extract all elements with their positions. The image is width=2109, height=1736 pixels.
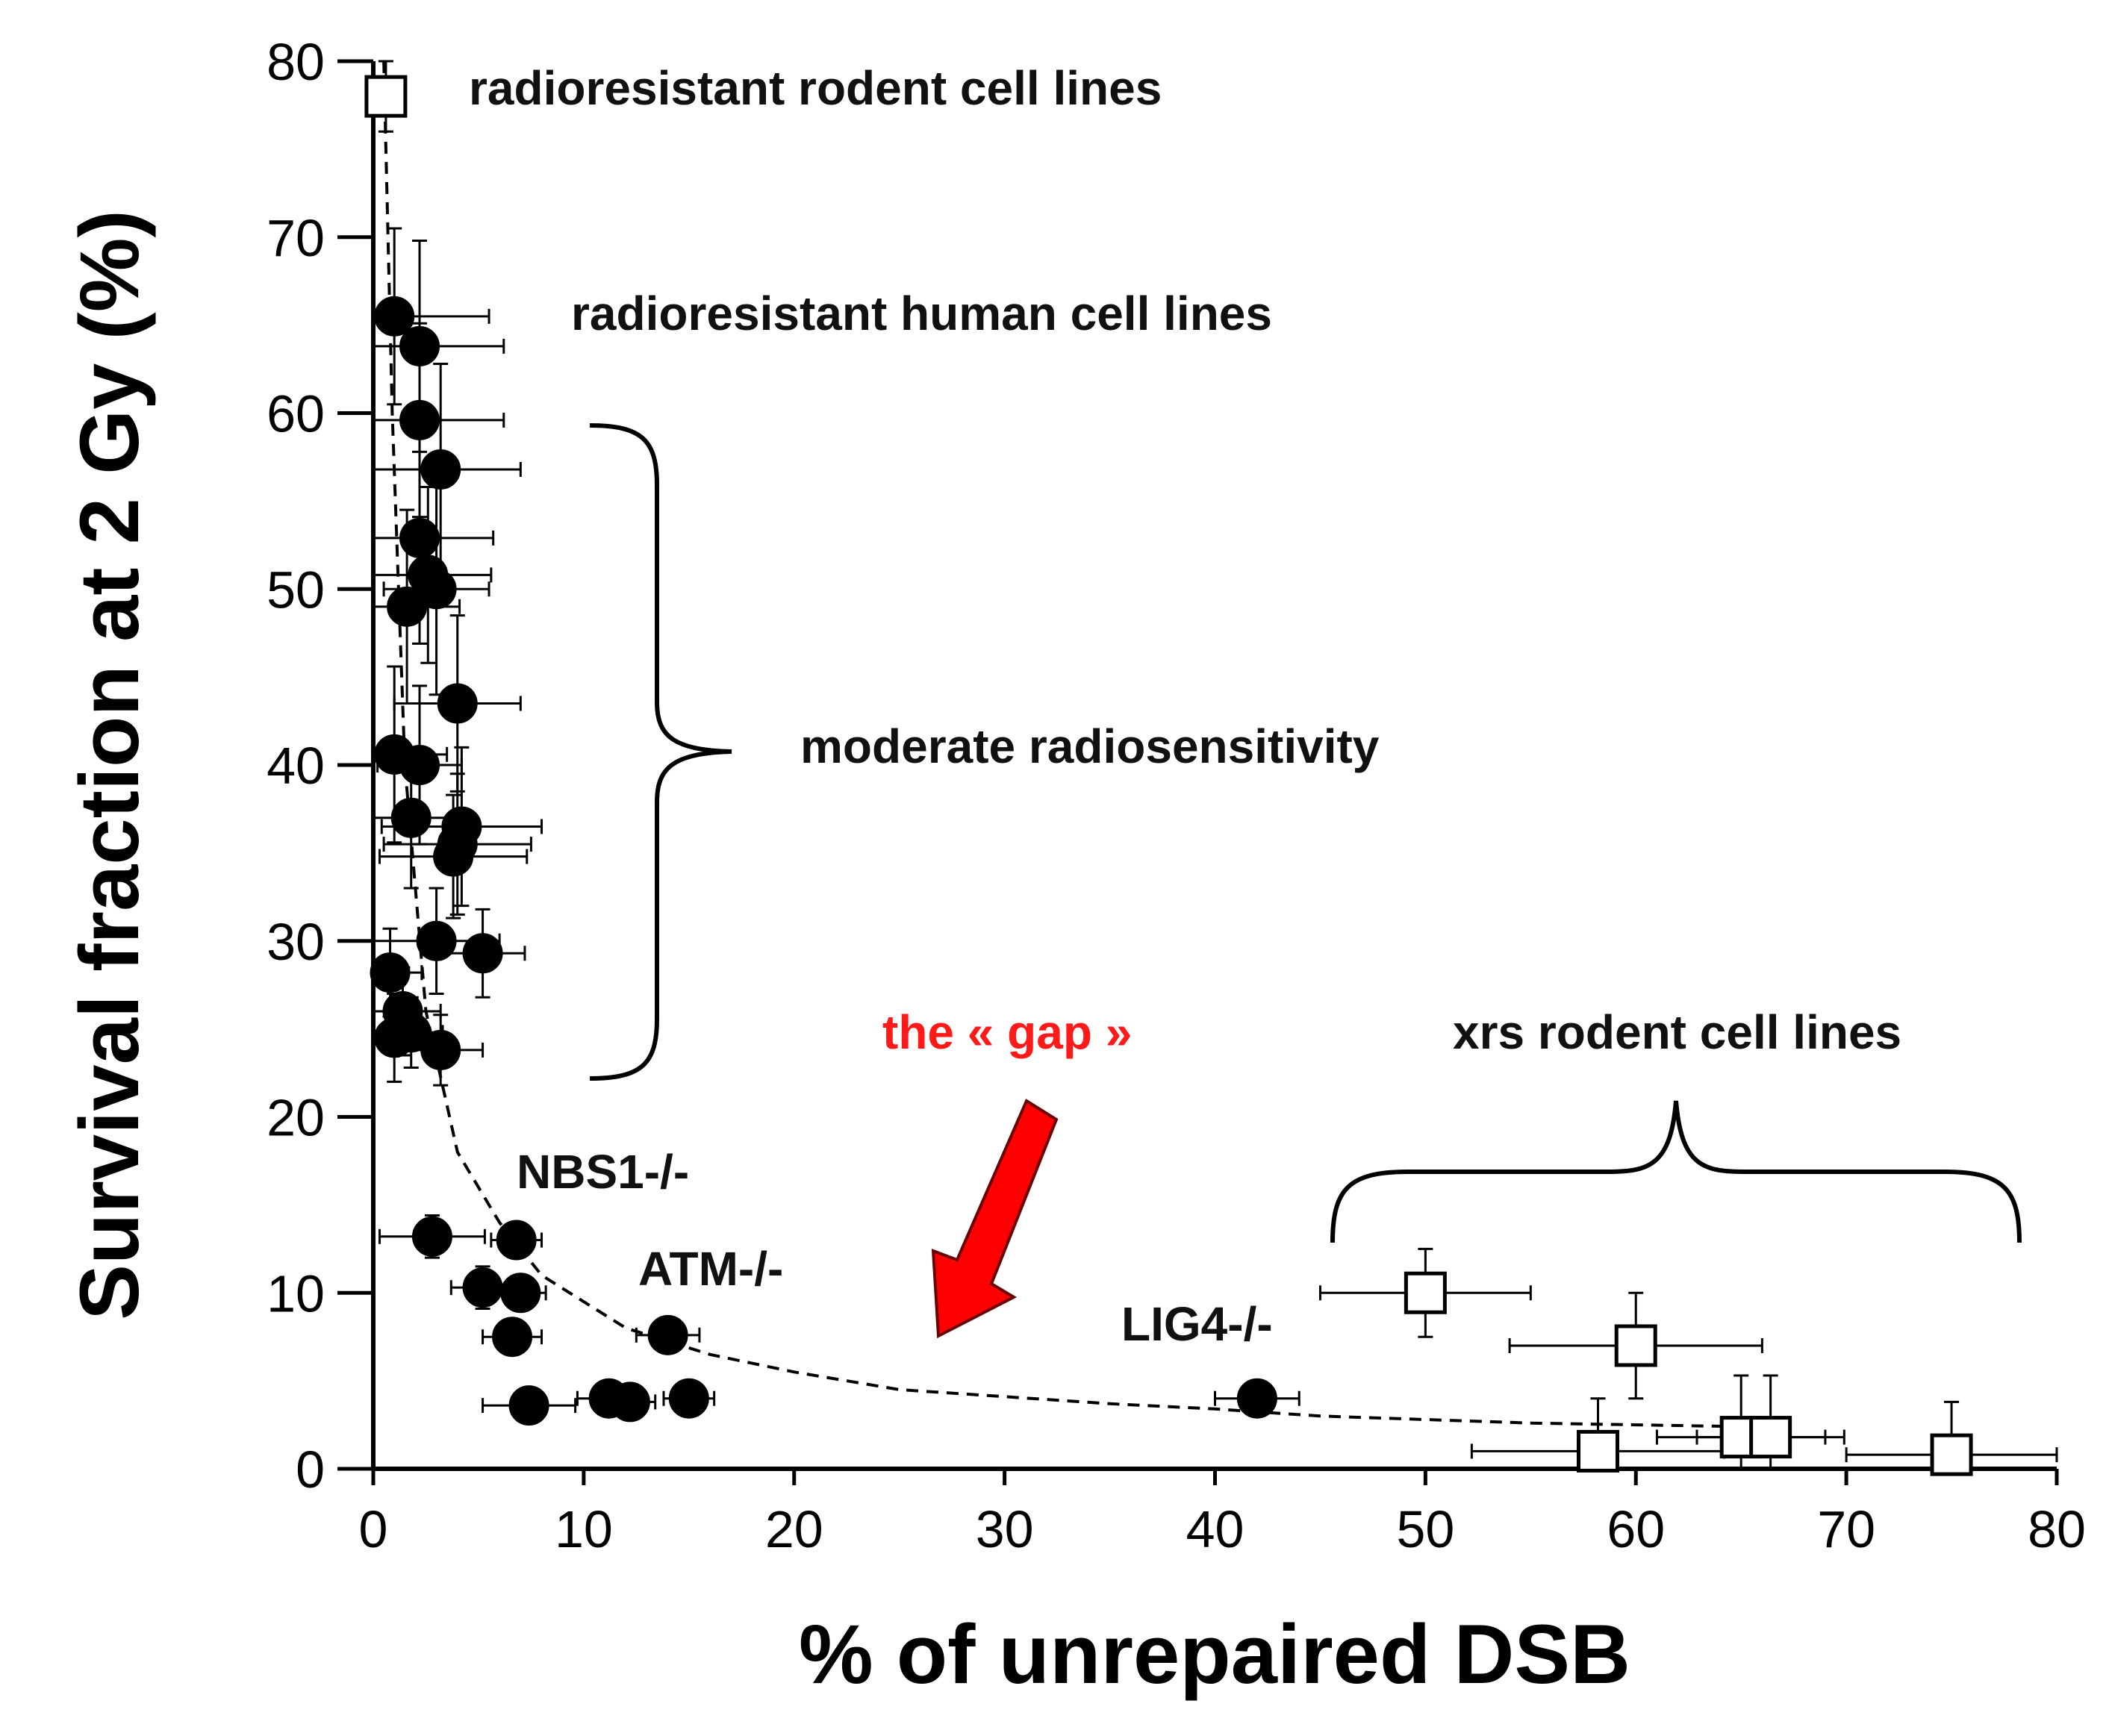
rodent-data-point bbox=[1614, 1324, 1657, 1367]
moderate-radiosensitivity-brace bbox=[589, 423, 732, 1081]
human-data-point bbox=[462, 1267, 503, 1308]
human-data-point bbox=[420, 1029, 461, 1070]
x-tick-label: 50 bbox=[1396, 1500, 1454, 1558]
gap-arrow-icon bbox=[931, 1099, 1059, 1339]
human-data-point bbox=[399, 517, 440, 558]
human-data-point bbox=[387, 586, 428, 627]
human-data-point bbox=[500, 1273, 541, 1314]
human-data-point bbox=[399, 399, 440, 440]
human-data-point bbox=[609, 1381, 650, 1423]
y-tick-label: 80 bbox=[267, 33, 325, 91]
human-data-point bbox=[462, 933, 503, 974]
human-data-point bbox=[496, 1220, 537, 1261]
human-data-point bbox=[416, 569, 457, 610]
human-data-point bbox=[433, 836, 474, 877]
y-axis-title: Survival fraction at 2 Gy (%) bbox=[63, 210, 156, 1320]
x-tick-label: 40 bbox=[1186, 1500, 1244, 1558]
x-tick-label: 70 bbox=[1817, 1500, 1875, 1558]
y-tick-label: 30 bbox=[267, 913, 325, 971]
rodent-data-point bbox=[364, 75, 408, 118]
human-data-point bbox=[492, 1317, 533, 1358]
human-data-point bbox=[390, 797, 432, 838]
rodent-data-point bbox=[1404, 1271, 1447, 1314]
y-tick-label: 60 bbox=[267, 385, 325, 443]
label-radioresistant-rodent: radioresistant rodent cell lines bbox=[469, 61, 1162, 115]
human-data-point bbox=[647, 1314, 688, 1355]
human-data-point bbox=[399, 325, 440, 366]
y-tick-label: 70 bbox=[267, 209, 325, 267]
y-tick-label: 40 bbox=[267, 737, 325, 795]
x-tick-label: 60 bbox=[1607, 1500, 1665, 1558]
human-data-point bbox=[399, 745, 440, 785]
human-data-point bbox=[420, 449, 461, 490]
x-tick-label: 20 bbox=[765, 1500, 823, 1558]
human-data-point bbox=[411, 1216, 452, 1257]
y-tick-label: 20 bbox=[267, 1089, 325, 1147]
human-data-point bbox=[416, 920, 457, 961]
data-points-layer bbox=[364, 75, 1973, 1476]
y-tick-label: 50 bbox=[267, 561, 325, 619]
label-xrs-rodent: xrs rodent cell lines bbox=[1453, 1005, 1901, 1059]
label-nbs1: NBS1-/- bbox=[517, 1145, 689, 1199]
label-radioresistant-human: radioresistant human cell lines bbox=[571, 287, 1272, 340]
x-tick-label: 10 bbox=[555, 1500, 613, 1558]
rodent-data-point bbox=[1930, 1433, 1973, 1476]
label-the-gap: the « gap » bbox=[882, 1005, 1132, 1059]
x-tick-label: 0 bbox=[359, 1500, 388, 1558]
label-atm: ATM-/- bbox=[638, 1242, 783, 1296]
human-data-point bbox=[374, 296, 415, 337]
x-tick-label: 30 bbox=[976, 1500, 1034, 1558]
y-tick-label: 10 bbox=[267, 1264, 325, 1323]
x-axis-title: % of unrepaired DSB bbox=[799, 1608, 1630, 1701]
human-data-point bbox=[437, 683, 478, 724]
human-data-point bbox=[668, 1378, 709, 1419]
label-lig4: LIG4-/- bbox=[1121, 1297, 1273, 1351]
axis-ticks: 0 10 20 30 40 50 60 70 80 0 10 20 30 40 50 60 70 80 bbox=[267, 33, 2086, 1558]
y-tick-label: 0 bbox=[296, 1440, 325, 1499]
human-data-point bbox=[508, 1385, 549, 1426]
human-data-point bbox=[1236, 1378, 1277, 1419]
label-moderate-radiosensitivity: moderate radiosensitivity bbox=[800, 719, 1380, 773]
rodent-data-point bbox=[1577, 1429, 1620, 1473]
rodent-data-point bbox=[1749, 1416, 1792, 1459]
x-tick-label: 80 bbox=[2028, 1500, 2086, 1558]
human-data-point bbox=[390, 1012, 432, 1053]
human-data-point bbox=[370, 952, 411, 993]
xrs-rodent-brace bbox=[1330, 1100, 2022, 1243]
